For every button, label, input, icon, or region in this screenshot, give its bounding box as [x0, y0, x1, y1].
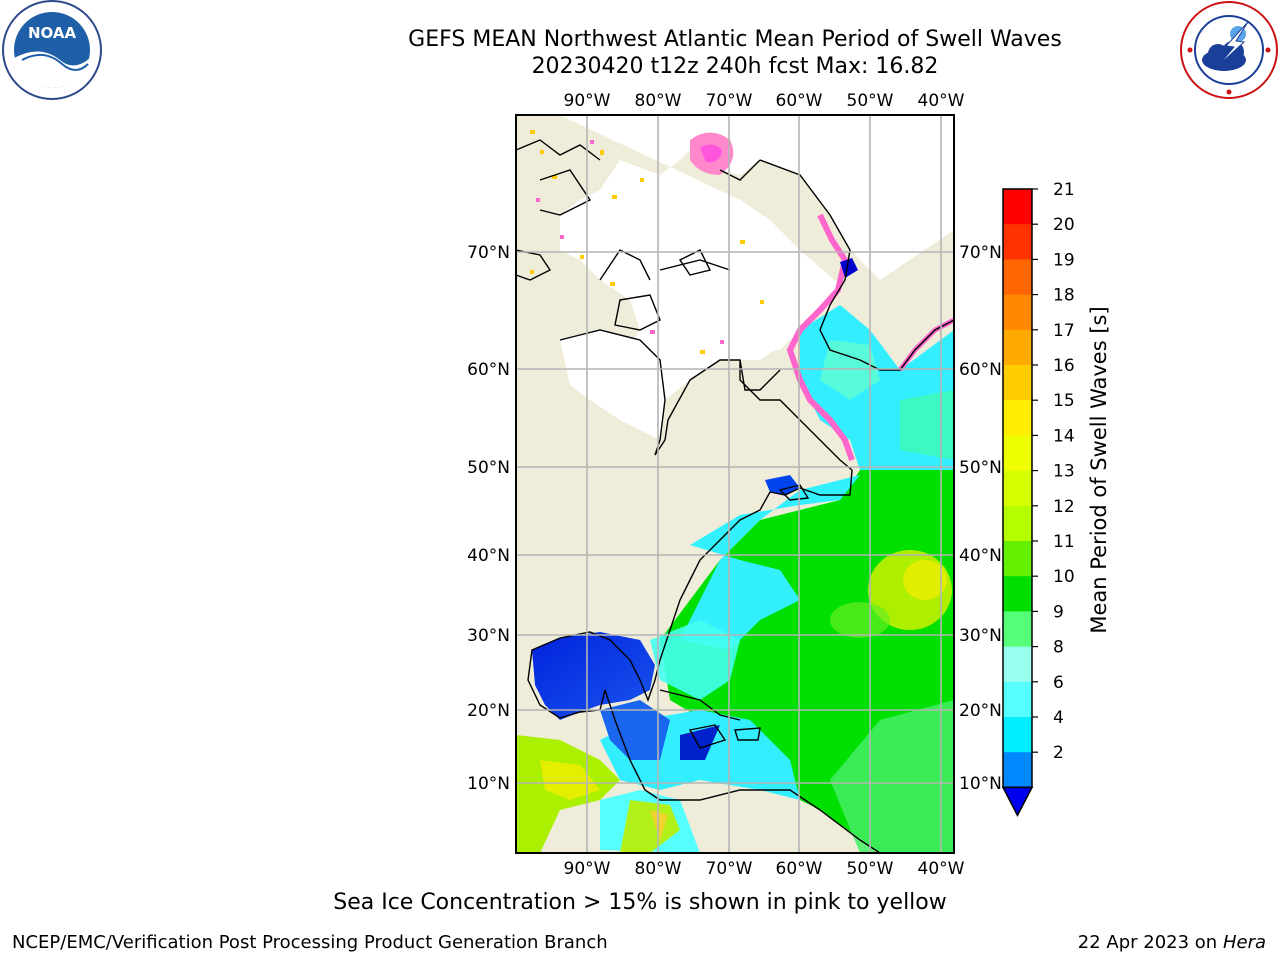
noaa-logo-icon: NOAA	[2, 0, 102, 100]
lon-label-bottom: 40°W	[918, 859, 965, 879]
lat-label-right: 30°N	[959, 626, 1002, 646]
colorbar-segment	[1003, 294, 1032, 331]
colorbar-tick-label: 8	[1053, 638, 1064, 658]
colorbar-tick-label: 11	[1053, 532, 1075, 552]
lon-label-top: 40°W	[918, 91, 965, 111]
lon-label-top: 60°W	[776, 91, 823, 111]
longitude-labels-bottom: 90°W 80°W 70°W 60°W 50°W 40°W	[564, 859, 965, 879]
colorbar-segment	[1003, 259, 1032, 296]
colorbar-tick-label: 18	[1053, 286, 1075, 306]
generation-machine: Hera	[1222, 932, 1266, 953]
colorbar-tick-label: 21	[1053, 180, 1075, 200]
colorbar-tick-label: 12	[1053, 497, 1075, 517]
lat-label-left: 70°N	[467, 243, 510, 263]
latitude-labels-left: 70°N 60°N 50°N 40°N 30°N 20°N 10°N	[467, 243, 510, 794]
lon-label-top: 50°W	[847, 91, 894, 111]
lat-label-left: 50°N	[467, 458, 510, 478]
colorbar-segment	[1003, 646, 1032, 683]
colorbar-segment	[1003, 611, 1032, 648]
colorbar-tick-label: 17	[1053, 321, 1075, 341]
lon-label-bottom: 90°W	[564, 859, 611, 879]
colorbar-frame	[1002, 188, 1033, 789]
coastlines	[516, 139, 954, 853]
colorbar-tick-label: 13	[1053, 462, 1075, 482]
colorbar-segment	[1003, 224, 1032, 260]
colorbar-under-triangle	[1001, 786, 1034, 818]
colorbar-label: Mean Period of Swell Waves [s]	[1087, 306, 1111, 633]
lat-label-right: 50°N	[959, 458, 1002, 478]
lat-label-right: 70°N	[959, 243, 1002, 263]
colorbar-segment	[1003, 189, 1032, 225]
lon-label-bottom: 80°W	[635, 859, 682, 879]
longitude-labels-top: 90°W 80°W 70°W 60°W 50°W 40°W	[564, 91, 965, 111]
map-frame	[515, 114, 955, 854]
map-field	[516, 115, 954, 853]
generation-date: 22 Apr 2023 on	[1077, 932, 1218, 953]
lon-label-bottom: 60°W	[776, 859, 823, 879]
colorbar-tick-label: 14	[1053, 426, 1075, 446]
lon-label-top: 80°W	[635, 91, 682, 111]
nws-logo-icon	[1180, 1, 1278, 99]
lat-label-right: 20°N	[959, 701, 1002, 721]
coastal-cyan-band	[680, 475, 860, 650]
colorbar-tick-label: 4	[1053, 708, 1064, 728]
graticule	[516, 115, 954, 853]
generation-credit: 22 Apr 2023 on Hera	[1078, 932, 1266, 953]
lat-label-right: 40°N	[959, 546, 1002, 566]
colorbar-tick-label: 10	[1053, 567, 1075, 587]
colorbar-segment	[1003, 576, 1032, 612]
colorbar-segment	[1003, 541, 1032, 577]
lat-label-left: 40°N	[467, 546, 510, 566]
lat-label-left: 10°N	[467, 774, 510, 794]
colorbar-segment	[1003, 400, 1032, 436]
colorbar-tick-label: 6	[1053, 673, 1064, 693]
chart-subtitle: 20230420 t12z 240h fcst Max: 16.82	[531, 54, 939, 79]
colorbar-segment	[1003, 505, 1032, 542]
colorbar-tick-label: 19	[1053, 250, 1075, 270]
sea-ice-dots	[530, 130, 764, 354]
lat-label-right: 10°N	[959, 774, 1002, 794]
colorbar-segment	[1003, 752, 1032, 788]
lon-label-top: 90°W	[564, 91, 611, 111]
colorbar-tick-label: 15	[1053, 391, 1075, 411]
svg-text:NOAA: NOAA	[28, 24, 77, 42]
chart-title: GEFS MEAN Northwest Atlantic Mean Period…	[408, 27, 1062, 52]
lon-label-top: 70°W	[706, 91, 753, 111]
colorbar-segment	[1003, 435, 1032, 472]
colorbar-segment	[1003, 717, 1032, 753]
lat-label-right: 60°N	[959, 360, 1002, 380]
colorbar-tick-label: 9	[1053, 602, 1064, 622]
colorbar-segment	[1003, 365, 1032, 401]
colorbar-segment	[1003, 470, 1032, 507]
sea-ice-greenland-fringe	[786, 213, 855, 461]
colorbar-segment	[1003, 329, 1032, 366]
colorbar-segment	[1003, 681, 1032, 718]
lat-label-left: 60°N	[467, 360, 510, 380]
colorbar-tick-label: 16	[1053, 356, 1075, 376]
lat-label-left: 20°N	[467, 701, 510, 721]
colorbar-tick-label: 20	[1053, 215, 1075, 235]
colorbar: 21 20 19 18 17 16 15 14 13 12 11 10 9 8 6 4 2	[1001, 180, 1075, 818]
lon-label-bottom: 70°W	[706, 859, 753, 879]
producer-credit: NCEP/EMC/Verification Post Processing Pr…	[12, 932, 608, 953]
sea-ice-note: Sea Ice Concentration > 15% is shown in …	[333, 890, 947, 915]
lat-label-left: 30°N	[467, 626, 510, 646]
latitude-labels-right: 70°N 60°N 50°N 40°N 30°N 20°N 10°N	[959, 243, 1002, 794]
lon-label-bottom: 50°W	[847, 859, 894, 879]
colorbar-tick-label: 2	[1053, 743, 1064, 763]
